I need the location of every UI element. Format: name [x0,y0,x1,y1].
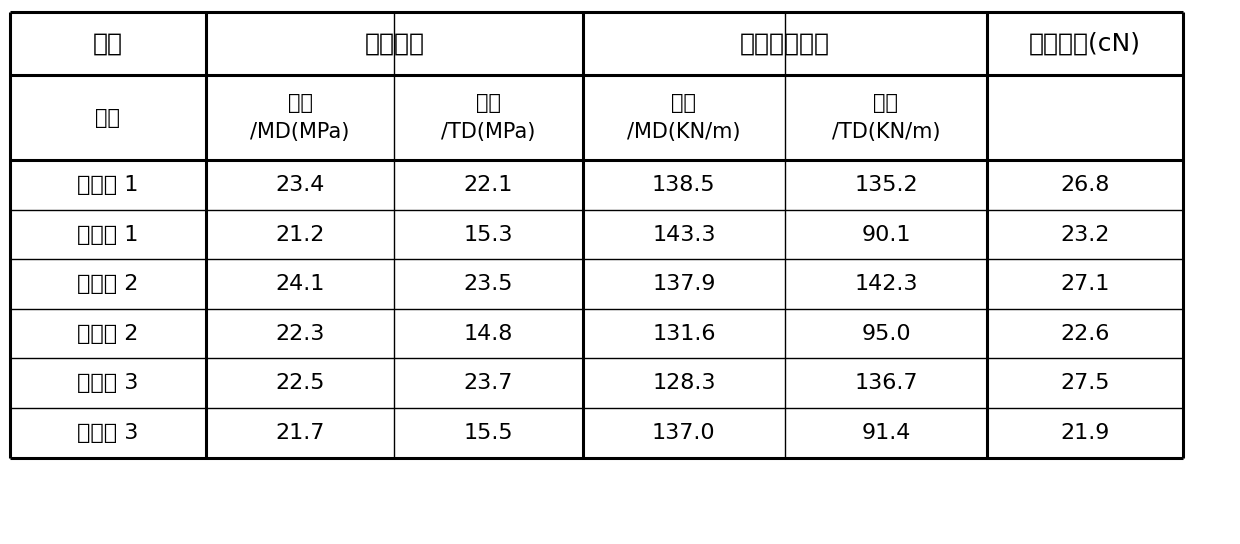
Text: 14.8: 14.8 [464,324,513,344]
Text: 21.9: 21.9 [1060,423,1110,443]
Text: 24.1: 24.1 [275,274,325,294]
Text: 横向
/TD(MPa): 横向 /TD(MPa) [441,92,536,143]
Text: 21.7: 21.7 [275,423,325,443]
Text: 纵向
/MD(MPa): 纵向 /MD(MPa) [250,92,350,143]
Text: 136.7: 136.7 [854,373,918,393]
Text: 22.5: 22.5 [275,373,325,393]
Text: 实施例 3: 实施例 3 [77,373,139,393]
Text: 拉伸强度: 拉伸强度 [365,31,424,55]
Text: 15.3: 15.3 [464,225,513,245]
Text: 143.3: 143.3 [652,225,715,245]
Text: 实施例 2: 实施例 2 [77,274,139,294]
Text: 熔体强度(cN): 熔体强度(cN) [1029,31,1141,55]
Text: 135.2: 135.2 [854,175,918,195]
Text: 23.2: 23.2 [1060,225,1110,245]
Text: 纵向
/MD(KN/m): 纵向 /MD(KN/m) [627,92,740,143]
Text: 23.4: 23.4 [275,175,325,195]
Text: 项目: 项目 [93,31,123,55]
Text: 方向: 方向 [95,108,120,127]
Text: 138.5: 138.5 [652,175,715,195]
Text: 137.9: 137.9 [652,274,715,294]
Text: 128.3: 128.3 [652,373,715,393]
Text: 22.6: 22.6 [1060,324,1110,344]
Text: 23.7: 23.7 [464,373,513,393]
Text: 90.1: 90.1 [862,225,910,245]
Text: 实施例 1: 实施例 1 [77,175,139,195]
Text: 27.1: 27.1 [1060,274,1110,294]
Text: 22.3: 22.3 [275,324,325,344]
Text: 27.5: 27.5 [1060,373,1110,393]
Text: 131.6: 131.6 [652,324,715,344]
Text: 横向
/TD(KN/m): 横向 /TD(KN/m) [832,92,940,143]
Text: 23.5: 23.5 [464,274,513,294]
Text: 142.3: 142.3 [854,274,918,294]
Text: 22.1: 22.1 [464,175,513,195]
Text: 26.8: 26.8 [1060,175,1110,195]
Text: 137.0: 137.0 [652,423,715,443]
Text: 对比例 1: 对比例 1 [77,225,139,245]
Text: 直角撕裂强度: 直角撕裂强度 [740,31,830,55]
Text: 对比例 3: 对比例 3 [77,423,139,443]
Text: 21.2: 21.2 [275,225,325,245]
Text: 95.0: 95.0 [861,324,911,344]
Text: 对比例 2: 对比例 2 [77,324,139,344]
Text: 91.4: 91.4 [862,423,910,443]
Text: 15.5: 15.5 [464,423,513,443]
